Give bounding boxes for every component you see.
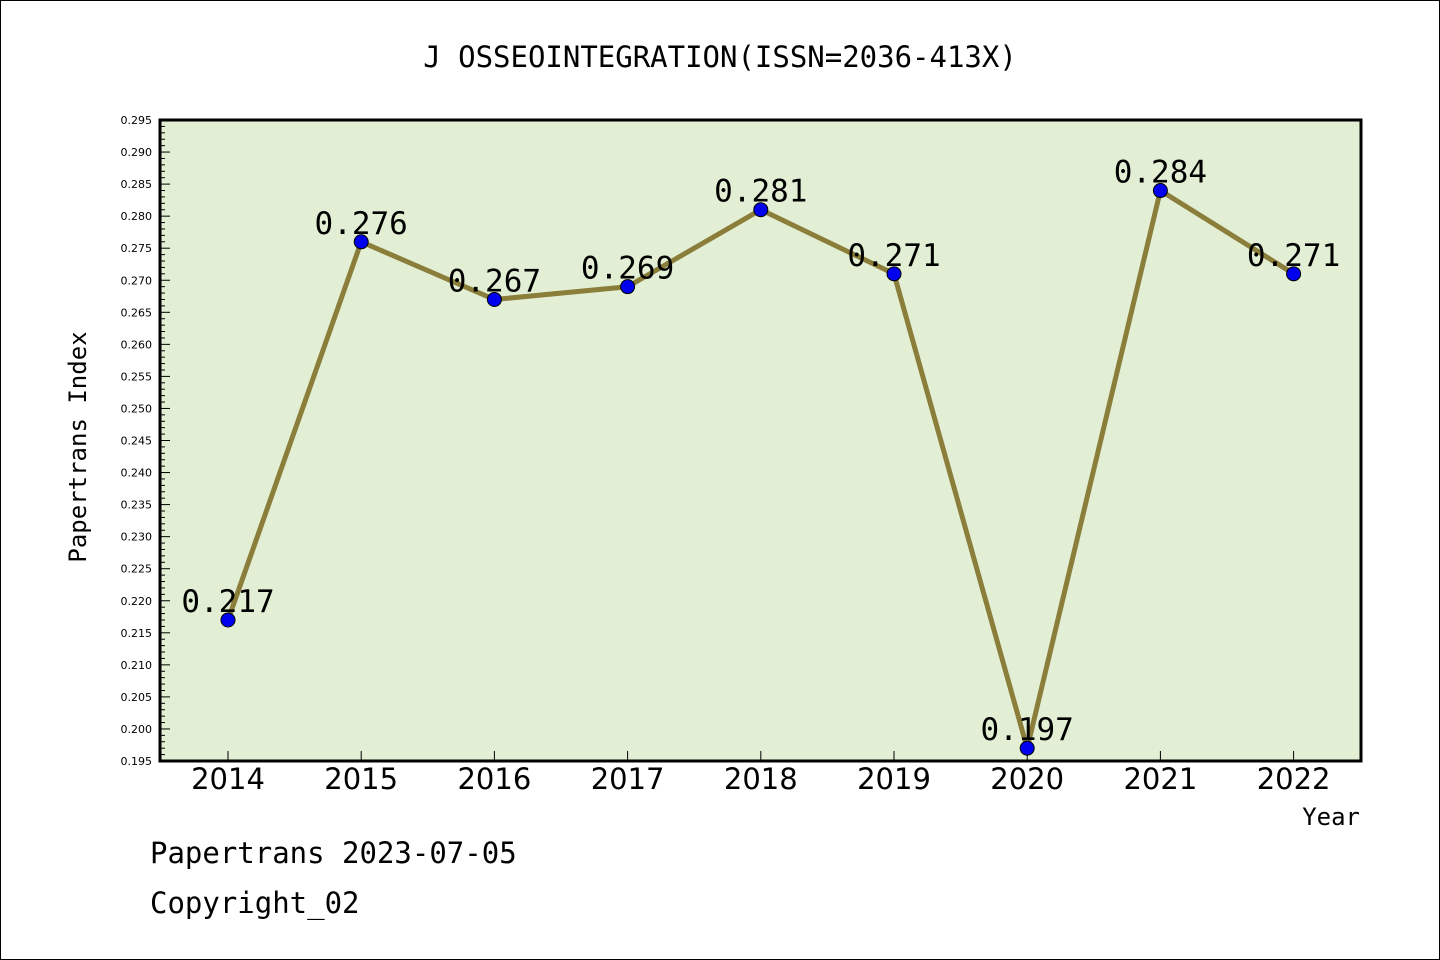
y-tick-label: 0.200 (121, 723, 153, 736)
y-axis-label: Papertrans Index (64, 331, 92, 562)
data-label: 0.281 (714, 174, 807, 210)
y-tick-label: 0.210 (121, 659, 153, 672)
data-point (486, 291, 502, 307)
y-tick-label: 0.250 (121, 402, 153, 415)
y-tick-label: 0.225 (121, 563, 153, 576)
chart-title: J OSSEOINTEGRATION(ISSN=2036-413X) (423, 40, 1017, 74)
data-label: 0.271 (847, 238, 940, 274)
y-axis: 0.195 0.200 0.205 0.210 0.215 0.220 0.225 0.230… (121, 114, 170, 768)
data-labels: 0.217 0.276 0.267 0.269 0.281 0.271 0.197 0.284… (181, 155, 1340, 749)
data-point (220, 612, 236, 628)
data-point (1019, 740, 1035, 756)
x-tick-label: 2017 (591, 762, 665, 796)
x-axis: 2014 2015 2016 2017 2018 2019 2020 2021 2022 (191, 751, 1331, 796)
data-point (1152, 183, 1168, 199)
x-tick-label: 2022 (1257, 762, 1331, 796)
x-tick-label: 2020 (990, 762, 1064, 796)
y-tick-label: 0.270 (121, 274, 153, 287)
data-point (753, 202, 769, 218)
plot-area (160, 120, 1361, 761)
data-label: 0.271 (1247, 238, 1340, 274)
data-label: 0.197 (981, 712, 1074, 748)
data-point (620, 279, 636, 295)
x-tick-label: 2021 (1123, 762, 1197, 796)
data-label: 0.284 (1114, 155, 1207, 191)
y-tick-label: 0.290 (121, 146, 153, 159)
x-tick-label: 2018 (724, 762, 798, 796)
y-tick-label: 0.260 (121, 338, 153, 351)
data-point (353, 234, 369, 250)
y-tick-label: 0.240 (121, 467, 153, 480)
y-tick-label: 0.275 (121, 242, 153, 255)
data-point (886, 266, 902, 282)
footer-copyright: Copyright_02 (150, 886, 360, 920)
y-tick-label: 0.205 (121, 691, 153, 704)
x-tick-label: 2016 (457, 762, 531, 796)
y-tick-label: 0.265 (121, 306, 153, 319)
x-tick-label: 2014 (191, 762, 265, 796)
y-tick-label: 0.280 (121, 210, 153, 223)
data-label: 0.269 (581, 251, 674, 287)
y-tick-label: 0.215 (121, 627, 153, 640)
y-tick-label: 0.235 (121, 499, 153, 512)
x-tick-label: 2019 (857, 762, 931, 796)
x-tick-label: 2015 (324, 762, 398, 796)
footer-source: Papertrans 2023-07-05 (150, 836, 517, 870)
plot-border (158, 118, 1363, 763)
y-tick-label: 0.295 (121, 114, 153, 127)
y-tick-label: 0.285 (121, 178, 153, 191)
y-tick-label: 0.195 (121, 755, 153, 768)
series-markers (220, 183, 1302, 756)
y-tick-label: 0.230 (121, 531, 153, 544)
data-label: 0.276 (315, 206, 408, 242)
data-label: 0.267 (448, 263, 541, 299)
y-tick-label: 0.255 (121, 370, 153, 383)
y-tick-label: 0.245 (121, 435, 153, 448)
data-point (1286, 266, 1302, 282)
data-label: 0.217 (181, 584, 274, 620)
y-tick-label: 0.220 (121, 595, 153, 608)
x-axis-label: Year (1302, 803, 1360, 831)
